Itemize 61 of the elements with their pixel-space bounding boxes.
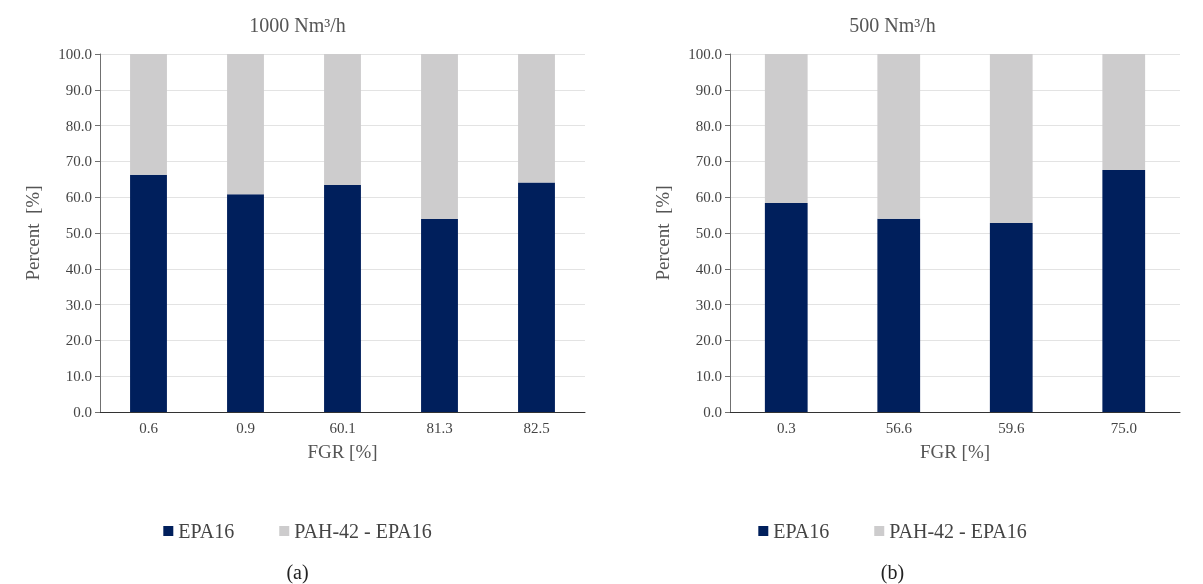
bar: [324, 54, 361, 186]
x-tick-label: 59.6: [998, 419, 1025, 436]
y-tick-label: 0.0: [73, 404, 92, 420]
y-tick-label: 10.0: [695, 368, 722, 385]
y-tick-label: 20.0: [65, 332, 92, 349]
bar: [518, 182, 555, 412]
bar: [877, 54, 921, 219]
bar: [421, 54, 458, 220]
y-tick-label: 70.0: [65, 153, 92, 170]
y-tick-label: 40.0: [65, 260, 92, 277]
y-axis-title: Percent [%]: [652, 185, 673, 281]
x-tick-label: 81.3: [426, 419, 453, 436]
y-tick-label: 30.0: [695, 296, 722, 313]
x-tick-label: 82.5: [523, 419, 550, 436]
legend-label: PAH-42 - EPA16: [889, 520, 1027, 542]
legend-label: PAH-42 - EPA16: [294, 520, 432, 542]
text: (a): [286, 561, 309, 584]
bar: [877, 218, 921, 412]
y-tick-label: 80.0: [65, 117, 92, 134]
y-tick-label: 90.0: [695, 81, 722, 98]
bar: [421, 219, 458, 412]
bar: [130, 54, 167, 175]
y-tick-label: 80.0: [695, 117, 722, 134]
bar: [227, 194, 264, 412]
x-tick-label: 56.6: [885, 419, 913, 436]
chart-title: 1000 Nm³/h: [249, 14, 346, 36]
legend-label: EPA16: [178, 520, 235, 542]
y-axis-title: Percent [%]: [22, 185, 43, 281]
y-tick-label: 100.0: [688, 46, 722, 62]
y-tick-label: 90.0: [65, 81, 92, 98]
bar: [227, 54, 264, 195]
bar: [1102, 54, 1146, 170]
y-tick-label: 100.0: [58, 46, 92, 62]
x-tick-label: 0.9: [236, 419, 255, 436]
x-tick-label: 60.1: [329, 419, 356, 436]
x-axis-title: FGR [%]: [307, 441, 378, 462]
bar: [989, 54, 1033, 223]
bar: [1102, 169, 1146, 412]
x-axis-title: FGR [%]: [919, 441, 991, 462]
chart-title: 500 Nm³/h: [849, 14, 936, 36]
bar: [130, 174, 167, 412]
y-tick-label: 60.0: [65, 189, 92, 206]
bar: [764, 54, 808, 203]
x-tick-label: 75.0: [1110, 419, 1137, 436]
y-tick-label: 60.0: [695, 189, 722, 206]
y-tick-label: 50.0: [695, 225, 722, 241]
y-tick-label: 10.0: [65, 368, 92, 385]
y-tick-label: 30.0: [65, 296, 92, 313]
text: (b): [880, 561, 905, 584]
bar: [324, 185, 361, 412]
y-tick-label: 20.0: [695, 332, 722, 349]
y-tick-label: 0.0: [703, 404, 722, 420]
bar: [764, 202, 808, 412]
y-tick-label: 40.0: [695, 260, 722, 277]
y-tick-label: 70.0: [695, 153, 722, 170]
x-tick-label: 0.6: [139, 419, 159, 436]
bar: [989, 222, 1033, 412]
bar: [518, 54, 555, 183]
y-tick-label: 50.0: [65, 225, 92, 241]
legend-label: EPA16: [773, 520, 830, 542]
x-tick-label: 0.3: [776, 419, 796, 436]
